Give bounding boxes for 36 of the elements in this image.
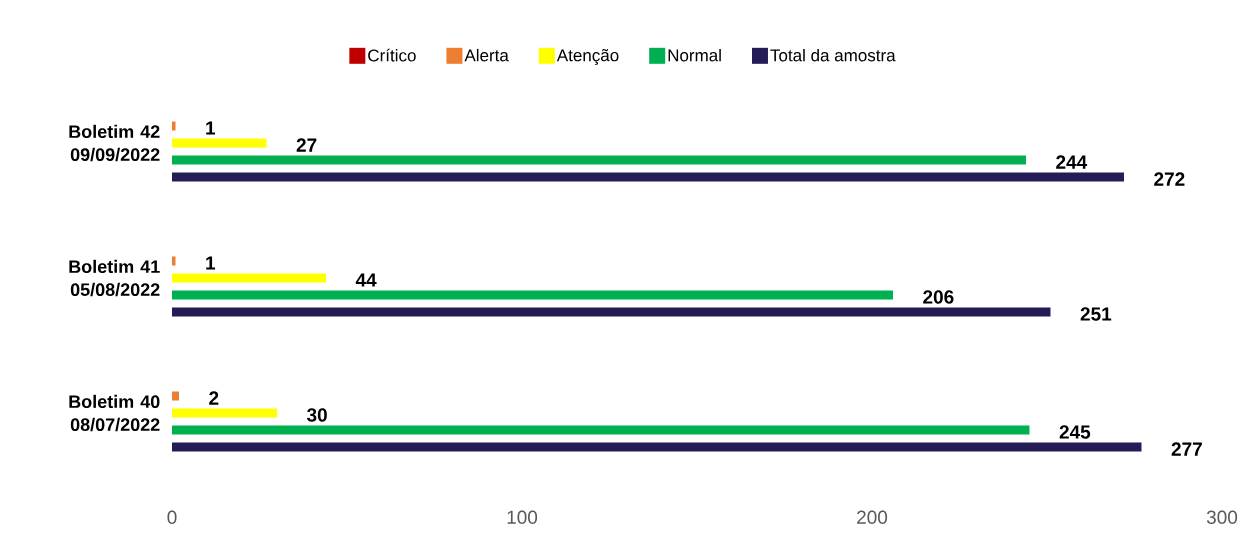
data-label: 251: [1080, 307, 1112, 321]
bar: [172, 391, 179, 401]
data-label: 272: [1154, 172, 1185, 186]
data-label: 245: [1059, 425, 1091, 439]
bar: [172, 256, 176, 266]
legend-label: Alerta: [464, 48, 509, 62]
y-tick-label: Boletim 42 09/09/2022: [69, 124, 160, 162]
data-label: 2: [209, 391, 219, 405]
bar: [172, 121, 176, 131]
bar: [172, 408, 277, 418]
bar: [172, 425, 1030, 435]
data-label: 277: [1171, 442, 1202, 456]
data-label: 27: [296, 138, 317, 152]
y-tick-label: Boletim 40 08/07/2022: [69, 394, 160, 432]
x-tick-label: 300: [1206, 510, 1238, 524]
x-tick-label: 0: [167, 510, 177, 524]
data-label: 30: [306, 408, 327, 422]
legend-label: Crítico: [368, 48, 416, 62]
data-label: 44: [355, 273, 377, 287]
data-label: 244: [1056, 155, 1088, 169]
data-label: 1: [206, 121, 216, 135]
y-tick-label: Boletim 41 05/08/2022: [69, 259, 160, 297]
data-label: 1: [206, 256, 216, 270]
legend-label: Atenção: [556, 48, 619, 65]
bar: [172, 138, 267, 148]
legend-label: Normal: [668, 48, 721, 62]
bar: [172, 307, 1051, 317]
x-tick-label: 100: [507, 510, 538, 524]
bar: [172, 442, 1142, 452]
bar: [172, 155, 1026, 165]
legend-label: Total da amostra: [770, 48, 896, 62]
bar: [172, 273, 326, 283]
data-label: 206: [923, 290, 954, 304]
bar: [172, 172, 1124, 182]
bar: [172, 290, 893, 300]
x-tick-label: 200: [857, 510, 888, 524]
